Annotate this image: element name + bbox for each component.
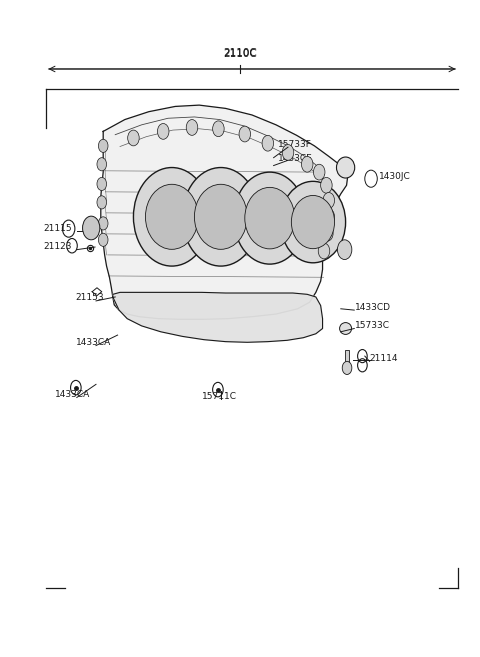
Text: 21114: 21114 <box>370 354 398 363</box>
Circle shape <box>186 120 198 135</box>
Text: 15733F: 15733F <box>278 140 312 149</box>
Circle shape <box>321 177 332 193</box>
Circle shape <box>322 225 333 241</box>
Circle shape <box>98 233 108 246</box>
Ellipse shape <box>336 157 355 178</box>
Text: 1433CD: 1433CD <box>355 303 391 312</box>
Text: 21123: 21123 <box>43 242 72 251</box>
Circle shape <box>318 243 330 259</box>
Circle shape <box>213 121 224 137</box>
Circle shape <box>128 130 139 146</box>
Circle shape <box>239 126 251 142</box>
Ellipse shape <box>182 168 259 266</box>
Text: 21153: 21153 <box>76 293 105 302</box>
Circle shape <box>323 209 335 225</box>
Polygon shape <box>101 105 348 319</box>
Ellipse shape <box>280 181 346 263</box>
Circle shape <box>83 216 100 240</box>
Circle shape <box>157 124 169 139</box>
Circle shape <box>97 158 107 171</box>
Text: 21115: 21115 <box>43 224 72 233</box>
Text: 1433CE: 1433CE <box>278 154 313 163</box>
Circle shape <box>97 196 107 209</box>
Text: 2110C: 2110C <box>223 49 257 59</box>
Circle shape <box>98 139 108 152</box>
Ellipse shape <box>145 184 198 250</box>
Circle shape <box>301 156 313 172</box>
Text: 15711C: 15711C <box>202 392 237 401</box>
Ellipse shape <box>133 168 210 266</box>
Text: 2110C: 2110C <box>223 48 257 58</box>
Circle shape <box>98 217 108 230</box>
Text: 15733C: 15733C <box>355 321 390 330</box>
Text: 1433CA: 1433CA <box>55 390 90 399</box>
Circle shape <box>323 193 335 208</box>
Circle shape <box>342 361 352 374</box>
Circle shape <box>282 145 294 160</box>
Ellipse shape <box>194 184 247 250</box>
Ellipse shape <box>339 323 351 334</box>
Ellipse shape <box>245 187 295 249</box>
Text: 1430JC: 1430JC <box>379 171 411 181</box>
Text: 1433CA: 1433CA <box>76 338 111 347</box>
Ellipse shape <box>291 196 335 248</box>
Ellipse shape <box>234 172 306 264</box>
Circle shape <box>97 177 107 191</box>
Circle shape <box>337 240 352 260</box>
Bar <box>345 350 349 365</box>
Circle shape <box>262 135 274 151</box>
Polygon shape <box>113 292 323 342</box>
Circle shape <box>313 164 325 180</box>
